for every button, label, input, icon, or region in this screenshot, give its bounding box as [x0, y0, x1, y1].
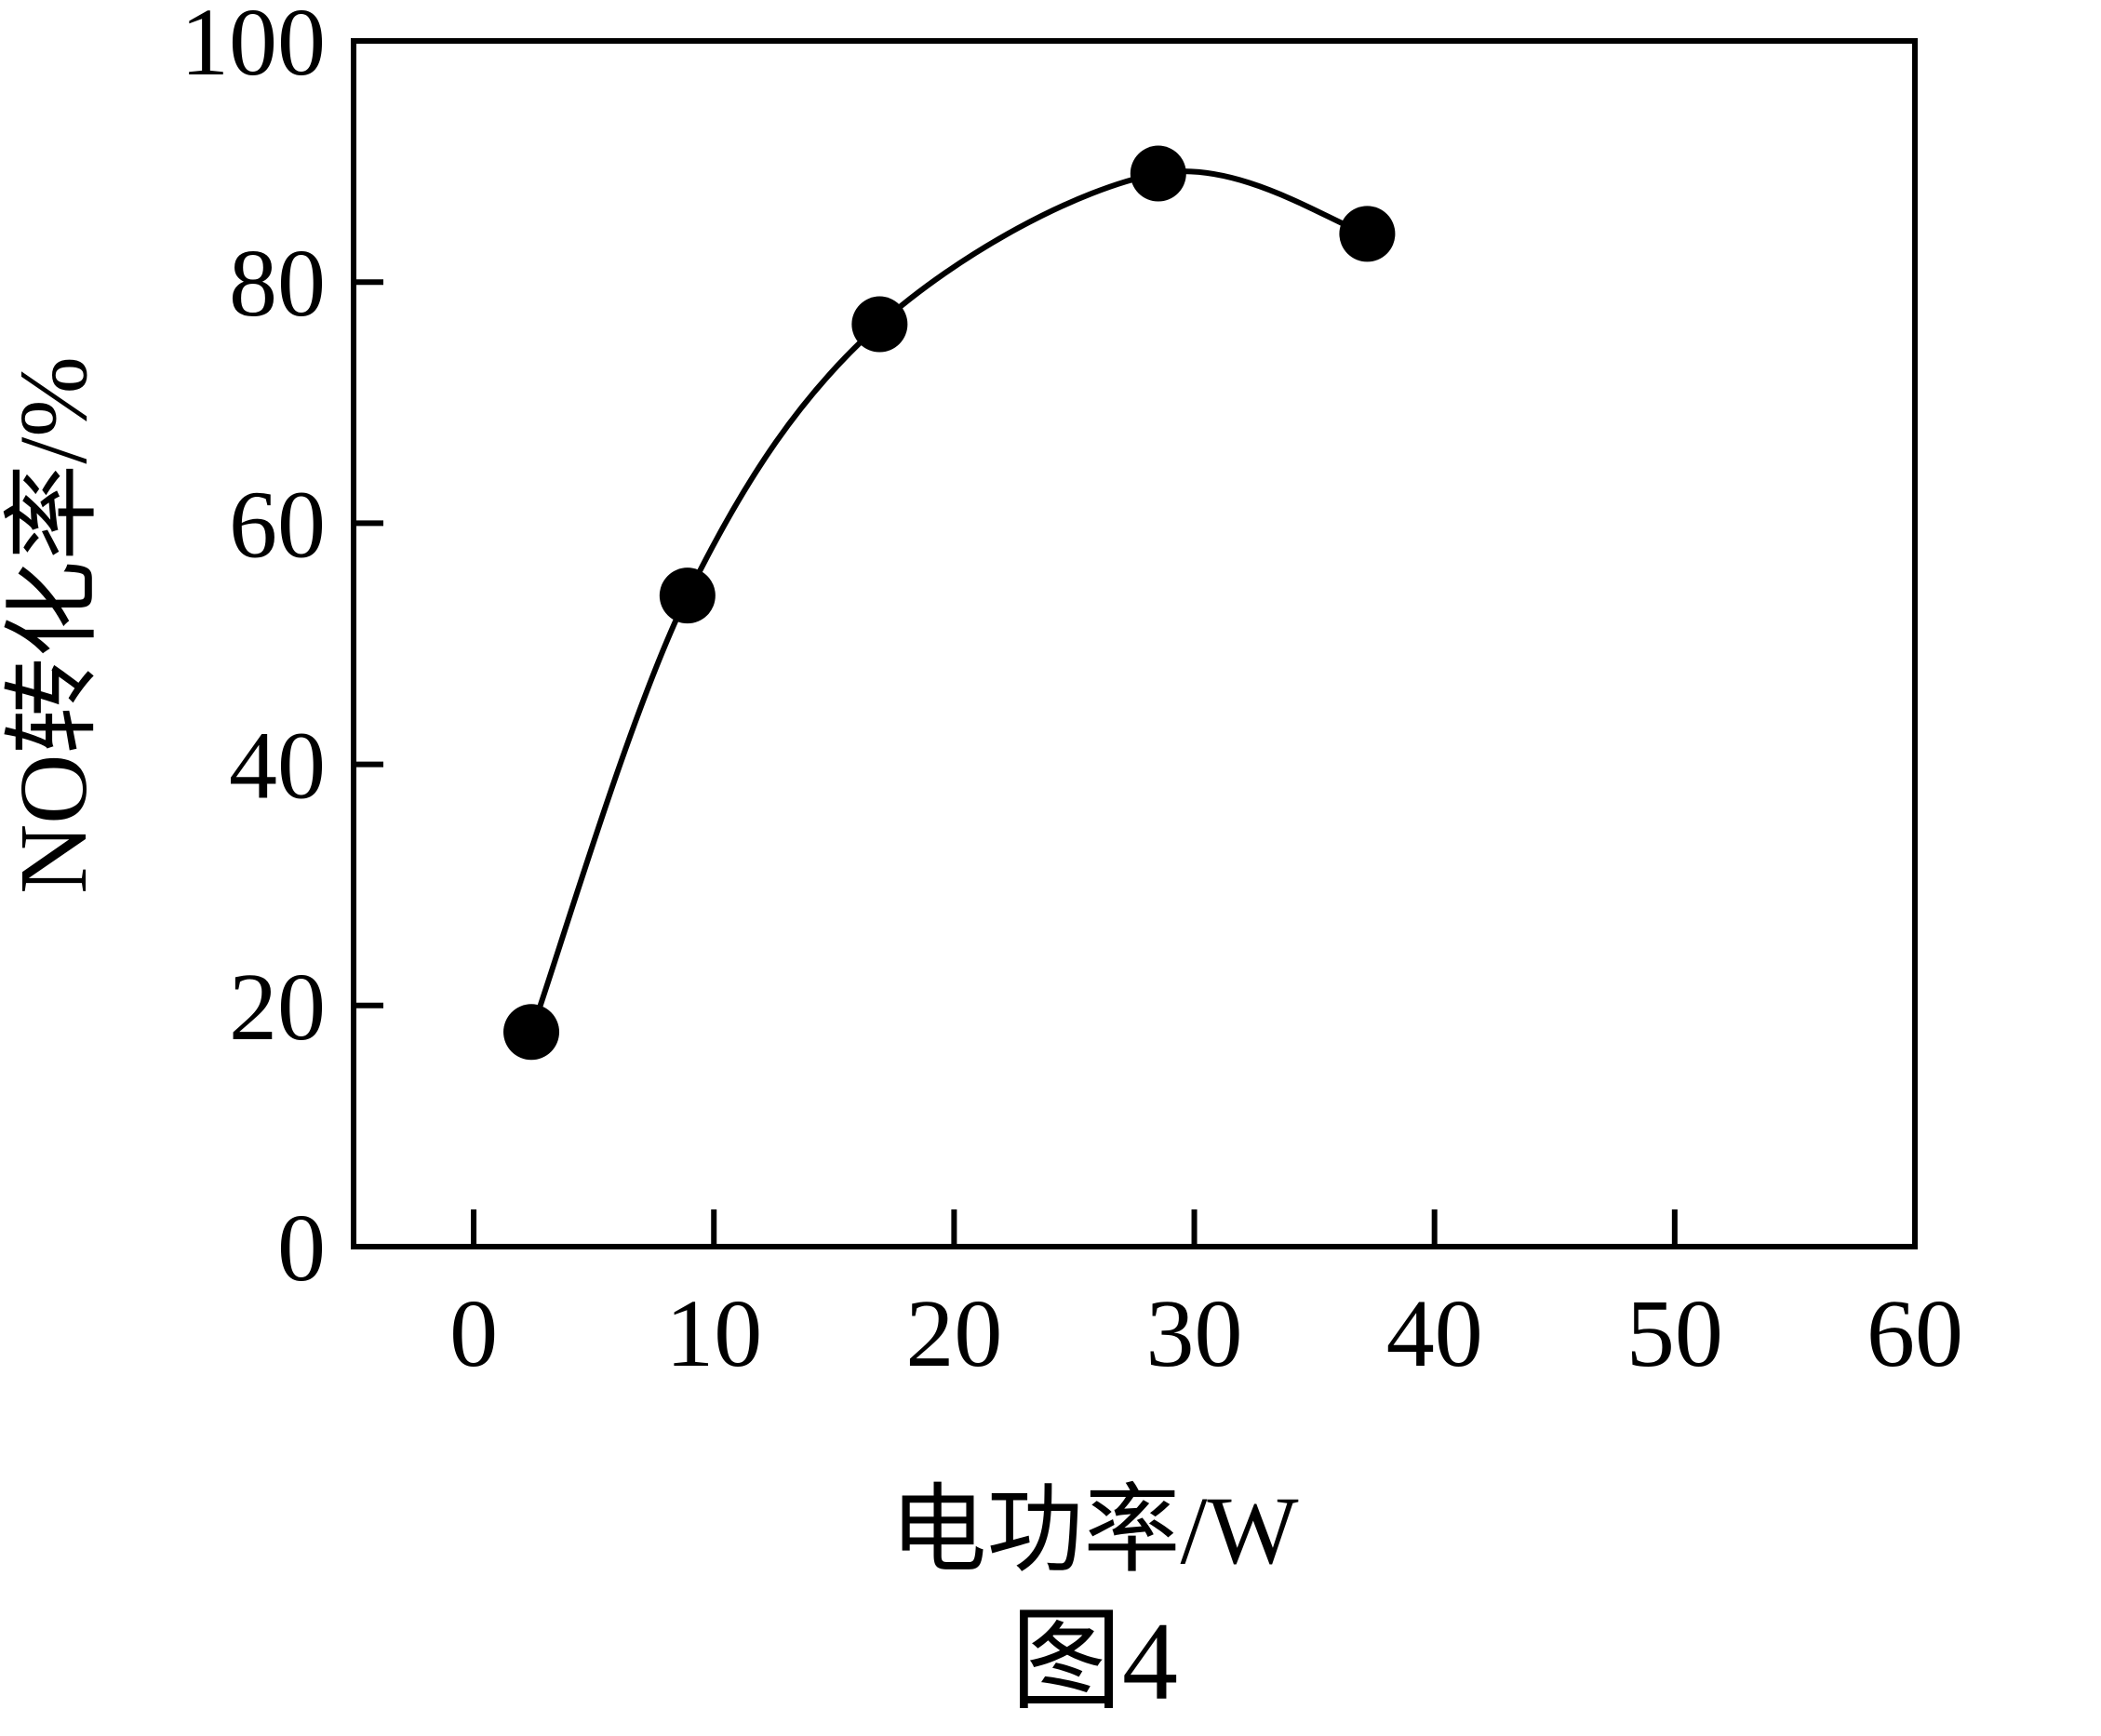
x-tick-label: 10: [665, 1280, 762, 1387]
data-point: [503, 1004, 560, 1061]
y-ticks: 0 20 40 60 80 100: [181, 0, 383, 1302]
y-tick-label: 0: [277, 1195, 326, 1302]
x-tick-label: 50: [1626, 1280, 1723, 1387]
figure-caption: 图4: [1010, 1599, 1178, 1723]
y-tick-label: 100: [181, 0, 326, 96]
y-tick-label: 20: [229, 954, 326, 1061]
x-tick-label: 30: [1146, 1280, 1243, 1387]
y-axis-title: NO转化率/%: [0, 356, 107, 894]
y-tick-label: 60: [229, 471, 326, 578]
data-point: [659, 568, 716, 624]
y-tick-label: 40: [229, 713, 326, 820]
fit-curve: [529, 168, 1369, 1034]
plot-frame: [351, 38, 1918, 1249]
data-point: [1339, 206, 1396, 262]
x-tick-label: 20: [905, 1280, 1002, 1387]
data-point: [1130, 145, 1186, 202]
data-points: [503, 145, 1396, 1061]
y-tick-label: 80: [229, 230, 326, 337]
x-tick-label: 0: [449, 1280, 498, 1387]
x-ticks: 0 10 20 30 40 50 60: [449, 1209, 1963, 1387]
data-point: [851, 296, 908, 353]
x-tick-label: 40: [1386, 1280, 1483, 1387]
x-tick-label: 60: [1867, 1280, 1963, 1387]
x-axis-title: 电功率/W: [890, 1477, 1298, 1584]
